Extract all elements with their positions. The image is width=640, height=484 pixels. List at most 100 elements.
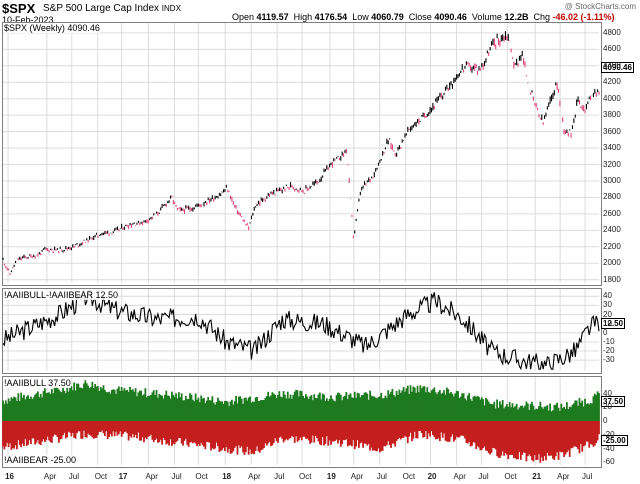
- bull-bar: [572, 403, 575, 421]
- bull-bar: [422, 386, 425, 421]
- bull-bar: [203, 397, 205, 421]
- bear-bar: [471, 421, 473, 446]
- bear-bar: [455, 421, 458, 437]
- bear-bar: [143, 421, 145, 443]
- bear-bar: [39, 421, 42, 446]
- bull-bar: [568, 406, 571, 421]
- bull-bar: [579, 402, 582, 421]
- spread-legend: !AAIIBULL-!AAIIBEAR 12.50: [4, 290, 119, 300]
- bull-bar: [110, 389, 113, 421]
- bear-bar: [101, 421, 103, 431]
- bear-bar: [80, 421, 83, 439]
- price-y-tick: 2800: [603, 192, 621, 202]
- bear-bar: [360, 421, 363, 443]
- bear-bar: [536, 421, 539, 460]
- bull-legend: !AAIIBULL 37.50: [4, 378, 71, 388]
- bear-bar: [335, 421, 338, 440]
- bull-bar: [229, 401, 232, 421]
- bear-bar: [164, 421, 166, 440]
- bull-bar: [392, 395, 395, 421]
- bull-bar: [256, 396, 258, 421]
- bull-bar: [210, 400, 212, 421]
- bear-bar: [119, 421, 122, 432]
- bull-bar: [341, 400, 344, 421]
- bull-bar: [455, 390, 458, 421]
- bear-bar: [271, 421, 274, 446]
- bull-bar: [240, 398, 243, 421]
- bear-bar: [313, 421, 316, 443]
- bull-bar: [17, 393, 20, 421]
- bear-bar: [83, 421, 85, 431]
- bull-bar: [521, 405, 524, 421]
- bull-bar: [279, 396, 282, 421]
- bull-bar: [3, 403, 6, 421]
- price-y-tick: 3400: [603, 143, 621, 153]
- bull-bar: [194, 393, 197, 421]
- bull-bar: [106, 392, 109, 421]
- bear-bar: [161, 421, 164, 445]
- bear-bar: [14, 421, 17, 446]
- bull-bar: [436, 394, 438, 421]
- bull-bar: [32, 397, 35, 421]
- bear-bar: [256, 421, 258, 447]
- bear-bar: [257, 421, 260, 452]
- bull-bar: [359, 397, 362, 421]
- price-y-tick: 2600: [603, 208, 621, 218]
- bear-bar: [221, 421, 224, 450]
- bear-bar: [398, 421, 401, 438]
- chart-date: 10-Feb-2023: [2, 15, 54, 25]
- bear-bar: [253, 421, 256, 455]
- bear-bar: [168, 421, 170, 446]
- bull-bar: [376, 398, 378, 421]
- bull-bar: [564, 408, 567, 421]
- bull-bar: [427, 391, 430, 421]
- bull-bar: [348, 394, 351, 421]
- bear-bar: [85, 421, 88, 438]
- bull-bar: [168, 395, 170, 421]
- bull-bar: [38, 397, 41, 421]
- bull-bar: [592, 396, 595, 421]
- bull-bar: [556, 402, 559, 421]
- bear-bar: [380, 421, 383, 452]
- bull-bar: [451, 393, 454, 421]
- bull-bar: [20, 392, 23, 421]
- bull-bar: [589, 402, 592, 421]
- bull-bar: [570, 407, 572, 421]
- bear-bar: [224, 421, 226, 452]
- bull-bar: [366, 393, 369, 421]
- bear-bar: [328, 421, 331, 441]
- bull-bar: [302, 395, 304, 421]
- bear-bar: [228, 421, 231, 449]
- bear-bar: [330, 421, 332, 445]
- bear-bar: [532, 421, 535, 462]
- bear-bar: [20, 421, 23, 448]
- bear-bar: [235, 421, 237, 447]
- security-name: S&P 500 Large Cap Index INDX: [43, 3, 181, 14]
- bull-bar: [494, 408, 497, 421]
- bear-bar: [10, 421, 13, 450]
- bull-bar: [53, 387, 56, 421]
- bear-bar: [559, 421, 561, 452]
- bear-bar: [175, 421, 177, 442]
- spread-series-line: [2, 290, 600, 371]
- bear-bar: [173, 421, 176, 445]
- bull-bar: [78, 387, 81, 421]
- bear-bar: [426, 421, 429, 440]
- bear-bar: [52, 421, 55, 437]
- bear-bar: [117, 421, 120, 435]
- bear-bar: [508, 421, 511, 455]
- bear-bar: [515, 421, 518, 460]
- bull-bar: [103, 389, 106, 421]
- bull-bar: [211, 396, 214, 421]
- bear-bar: [133, 421, 136, 438]
- bear-bar: [402, 421, 405, 438]
- bear-bar: [304, 421, 307, 439]
- bear-bar: [35, 421, 38, 443]
- bull-bar: [2, 400, 4, 421]
- bear-bar: [309, 421, 311, 444]
- bull-bar: [166, 395, 169, 421]
- bull-bar: [197, 397, 200, 421]
- bear-bar: [184, 421, 187, 439]
- bull-bar: [298, 396, 300, 421]
- bear-bar: [482, 421, 485, 449]
